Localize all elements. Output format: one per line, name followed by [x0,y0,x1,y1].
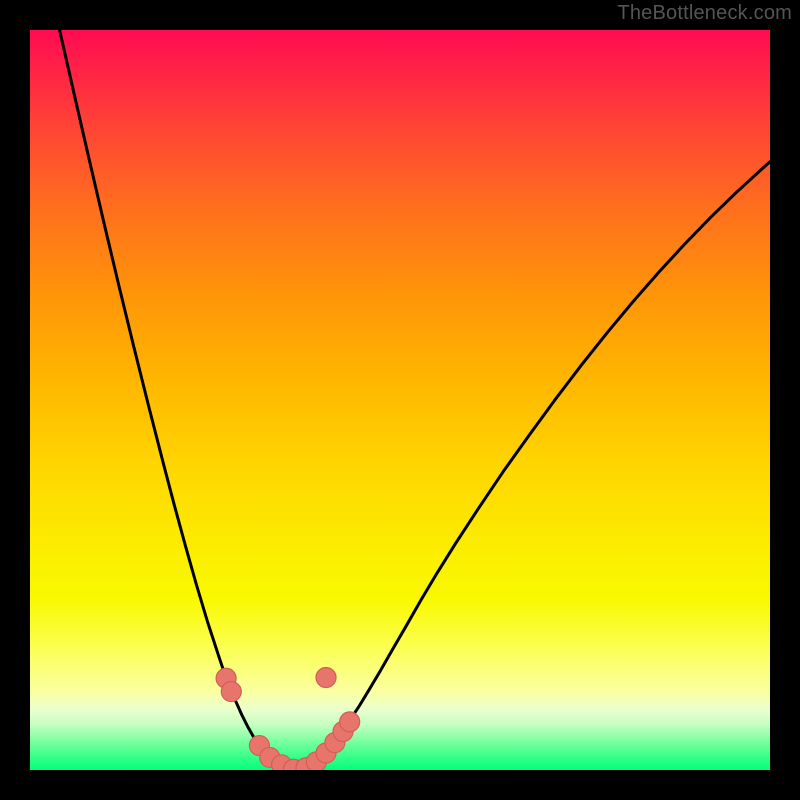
bottleneck-chart [30,30,770,770]
watermark-text: TheBottleneck.com [617,2,792,25]
data-marker [340,712,360,732]
chart-container: TheBottleneck.com [0,0,800,800]
gradient-background [30,30,770,770]
data-marker [316,668,336,688]
data-marker [221,682,241,702]
